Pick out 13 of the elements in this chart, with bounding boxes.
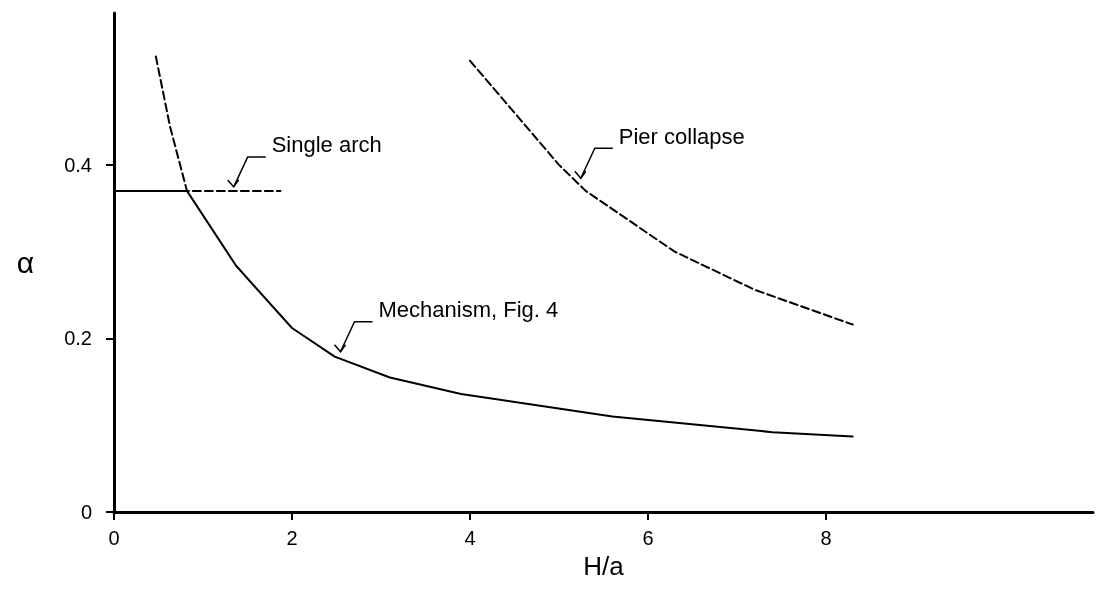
x-tick-label: 4	[464, 527, 476, 549]
y-tick-label: 0.4	[64, 153, 92, 176]
annotation: Mechanism, Fig. 4	[378, 297, 559, 323]
y-tick-label: 0	[80, 501, 92, 523]
y-axis-title: α	[16, 246, 34, 279]
x-axis-title: H/a	[583, 550, 625, 581]
x-tick-label: 0	[108, 527, 120, 549]
x-tick-label: 6	[642, 527, 654, 549]
y-tick-label: 0.2	[64, 327, 92, 350]
annotation: Pier collapse	[618, 123, 745, 149]
annotation: Single arch	[271, 132, 382, 158]
x-tick-label: 2	[286, 527, 298, 549]
x-tick-label: 8	[820, 527, 832, 549]
